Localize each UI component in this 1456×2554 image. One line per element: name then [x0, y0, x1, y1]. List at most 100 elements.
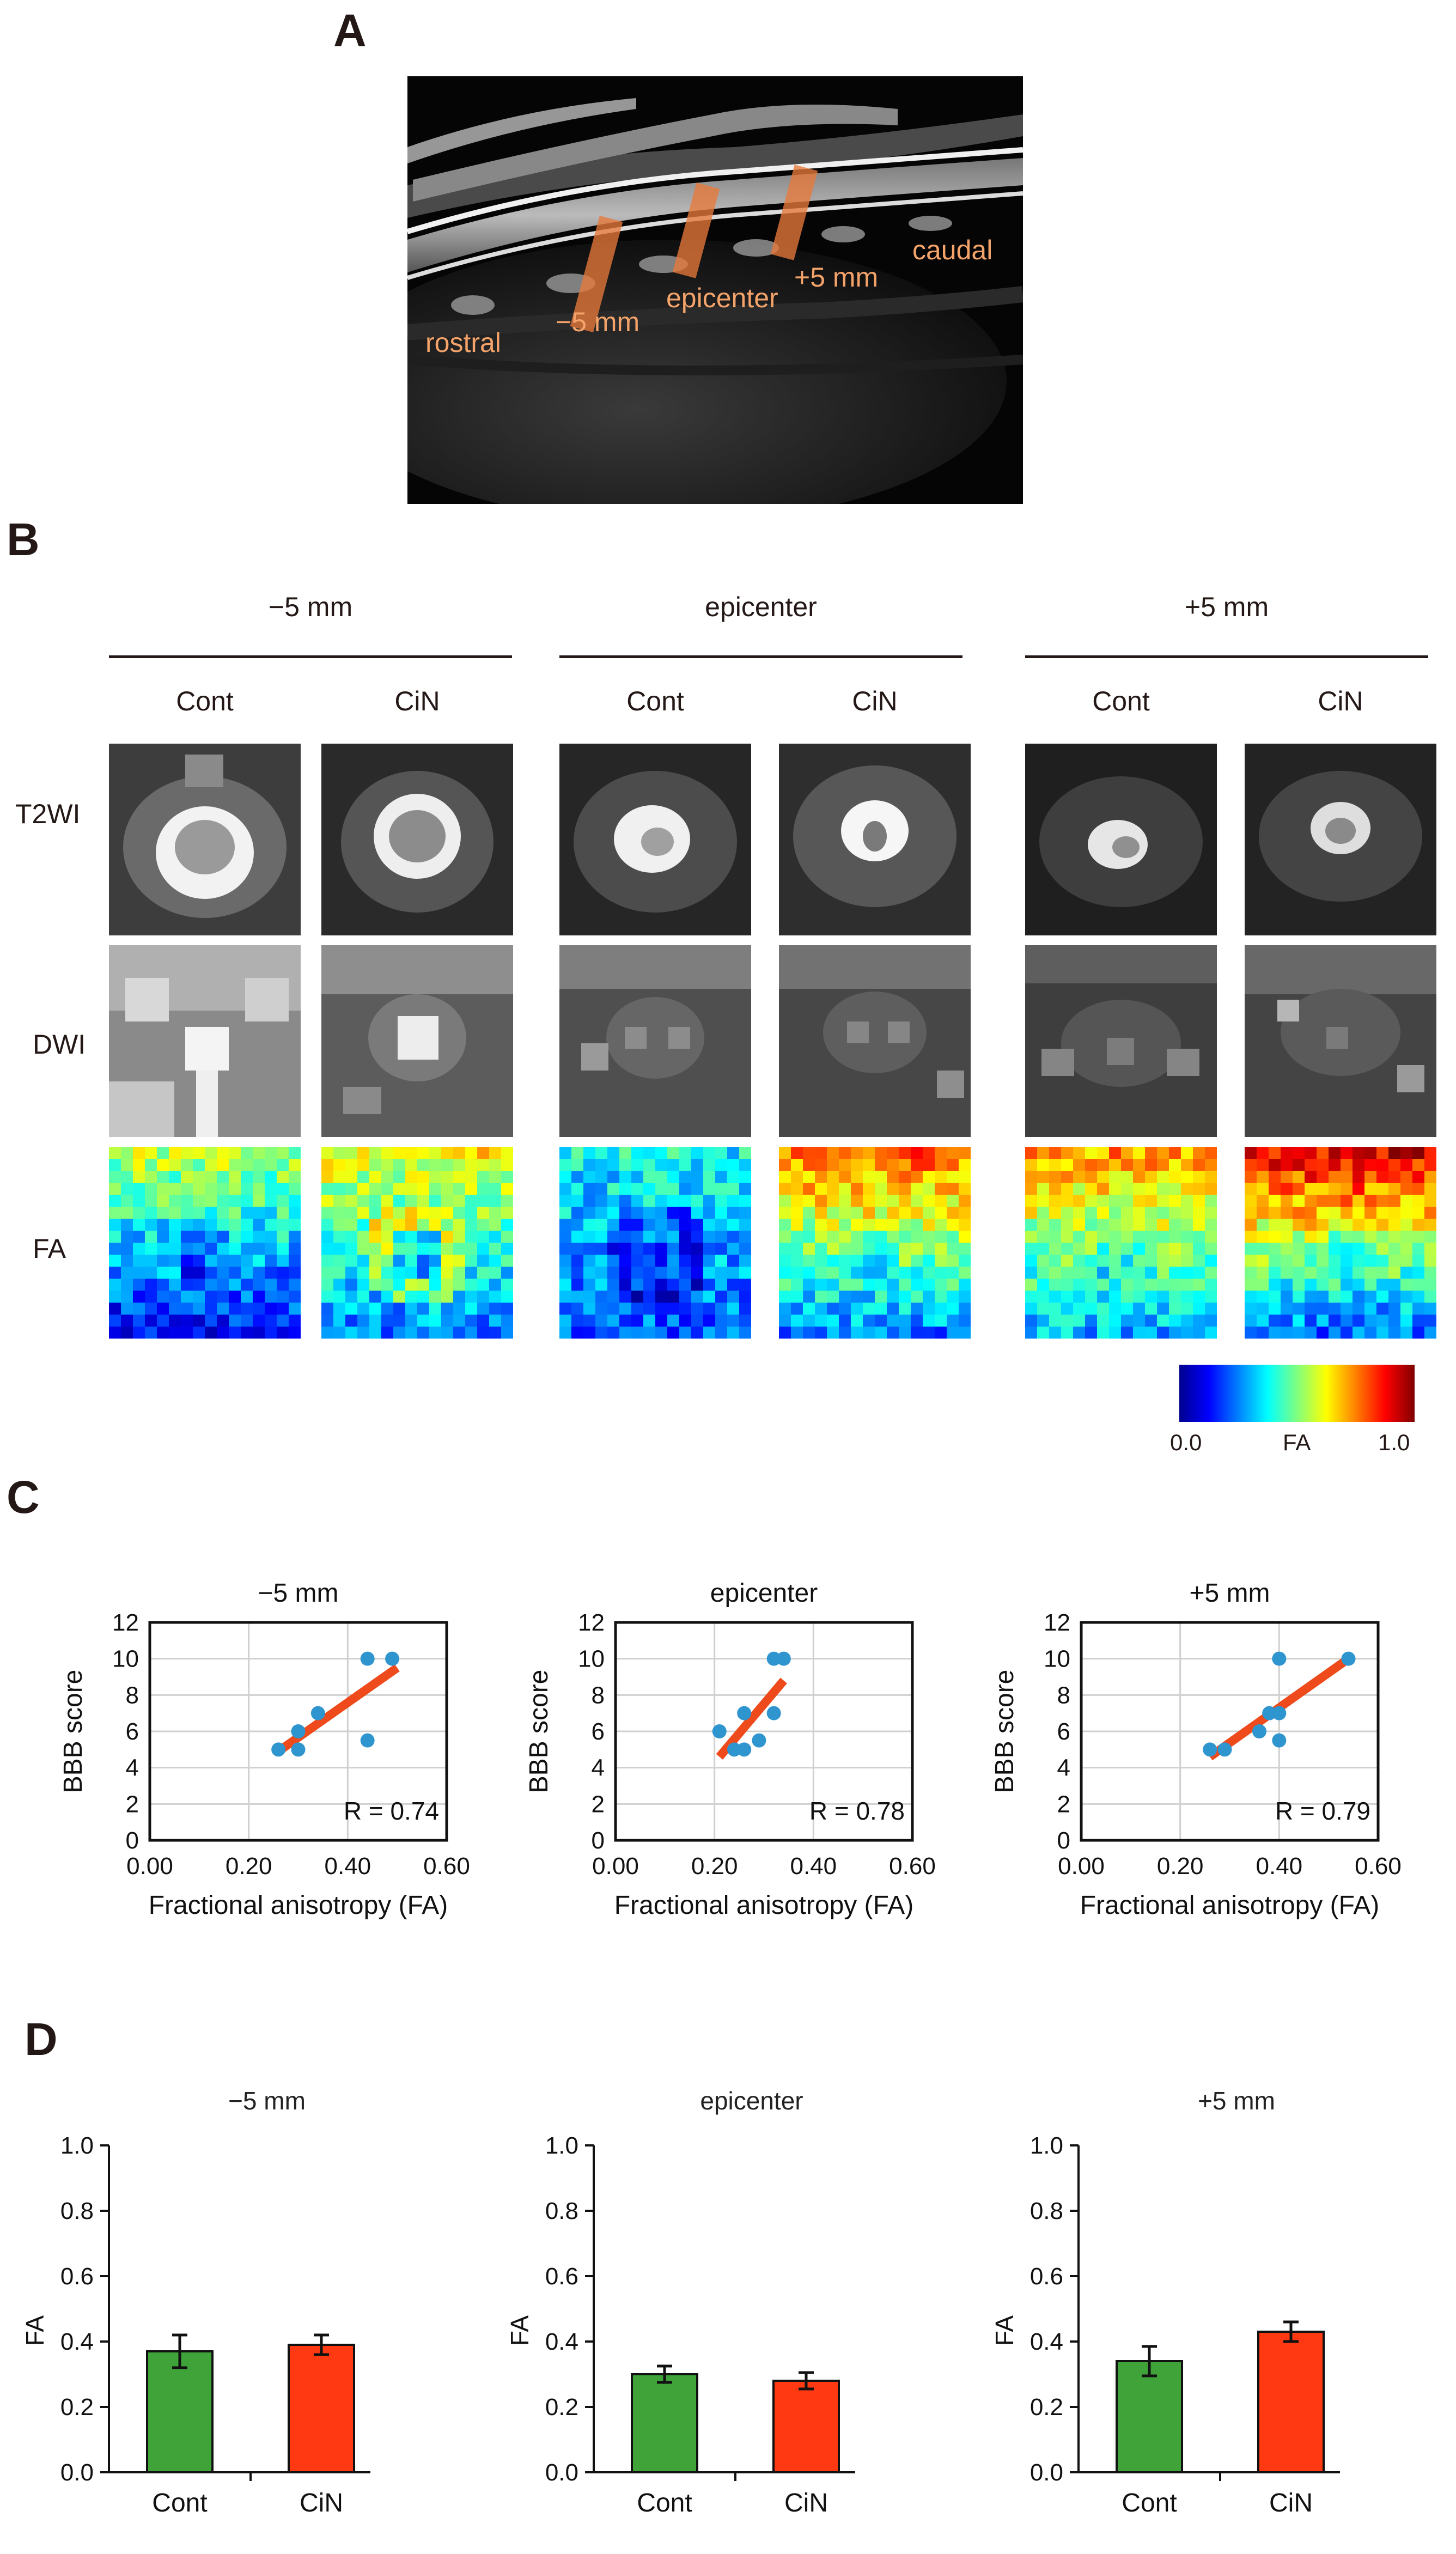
fa-map-cell	[619, 1315, 632, 1327]
fa-map-cell	[465, 1291, 478, 1303]
x-tick-label: 0.00	[126, 1853, 173, 1880]
fa-map-cell	[477, 1231, 490, 1243]
fa-map-cell	[121, 1267, 133, 1279]
y-tick-label: 8	[126, 1682, 139, 1708]
fa-map-cell	[501, 1291, 513, 1303]
fa-map-cell	[1317, 1171, 1329, 1183]
fa-map-cell	[643, 1267, 656, 1279]
fa-map-cell	[1049, 1303, 1062, 1315]
fa-map-cell	[827, 1279, 839, 1291]
fa-map-cell	[1257, 1219, 1269, 1231]
fa-map-cell	[1205, 1279, 1217, 1291]
fa-map-cell	[1341, 1195, 1353, 1207]
fa-map-cell	[1205, 1243, 1217, 1255]
fa-map-cell	[559, 1327, 572, 1339]
fa-map-cell	[595, 1147, 608, 1159]
fa-map-cell	[465, 1147, 478, 1159]
fa-map-cell	[289, 1315, 301, 1327]
fa-map-cell	[1257, 1171, 1269, 1183]
fa-map-cell	[1400, 1207, 1413, 1219]
fa-map-cell	[265, 1255, 277, 1267]
fa-map-cell	[1097, 1267, 1110, 1279]
fa-map-cell	[157, 1303, 169, 1315]
fa-map-cell	[333, 1147, 346, 1159]
fa-map-cell	[241, 1195, 253, 1207]
fa-map-cell	[1097, 1219, 1110, 1231]
fa-map-cell	[381, 1303, 394, 1315]
fa-map-cell	[571, 1303, 584, 1315]
fa-map-cell	[121, 1303, 133, 1315]
fa-map-cell	[679, 1207, 692, 1219]
fa-map-cell	[839, 1279, 851, 1291]
fa-map-cell	[655, 1243, 668, 1255]
fa-map-cell	[911, 1159, 923, 1171]
fa-map-cell	[1353, 1303, 1365, 1315]
y-tick-label: 1.0	[60, 2132, 94, 2159]
y-tick-label: 10	[578, 1646, 605, 1673]
fa-map-cell	[595, 1183, 608, 1195]
fa-map-cell	[1169, 1267, 1181, 1279]
fa-map-cell	[501, 1207, 513, 1219]
fa-map-cell	[277, 1171, 289, 1183]
fa-map-cell	[1305, 1231, 1317, 1243]
fa-map-cell	[1424, 1303, 1436, 1315]
fa-map-cell	[1085, 1159, 1098, 1171]
fa-map-cell	[947, 1207, 959, 1219]
fa-map-cell	[839, 1291, 851, 1303]
x-axis-title: Fractional anisotropy (FA)	[1080, 1891, 1380, 1920]
fa-map-cell	[619, 1255, 632, 1267]
fa-map-cell	[911, 1267, 923, 1279]
fa-map-cell	[923, 1303, 935, 1315]
fa-map-cell	[1305, 1303, 1317, 1315]
fa-map-cell	[1193, 1291, 1205, 1303]
fa-map-cell	[875, 1147, 887, 1159]
fa-map-cell	[1329, 1159, 1341, 1171]
fa-map-cell	[429, 1267, 442, 1279]
fa-map-cell	[1097, 1243, 1110, 1255]
fa-map-cell	[181, 1279, 193, 1291]
fa-map-cell	[181, 1207, 193, 1219]
fa-map-cell	[1157, 1291, 1169, 1303]
fa-map-cell	[691, 1267, 704, 1279]
fa-map-cell	[1073, 1279, 1086, 1291]
fa-map-cell	[145, 1207, 157, 1219]
fa-map-cell	[277, 1315, 289, 1327]
fa-map-cell	[851, 1171, 863, 1183]
fa-map-cell	[277, 1195, 289, 1207]
fa-map-cell	[1205, 1171, 1217, 1183]
fa-map-cell	[1388, 1231, 1401, 1243]
fa-map-cell	[1257, 1147, 1269, 1159]
fa-map-cell	[253, 1171, 265, 1183]
fa-map-cell	[393, 1207, 406, 1219]
fa-map-cell	[429, 1195, 442, 1207]
fa-map-cell	[803, 1279, 815, 1291]
fa-map-cell	[779, 1231, 791, 1243]
fa-map-cell	[595, 1243, 608, 1255]
fa-map-cell	[429, 1327, 442, 1339]
fa-map-cell	[911, 1183, 923, 1195]
fa-map-cell	[289, 1255, 301, 1267]
fa-map-cell	[1388, 1195, 1401, 1207]
fa-map-cell	[875, 1255, 887, 1267]
fa-map-cell	[667, 1195, 680, 1207]
fa-map-cell	[815, 1255, 827, 1267]
fa-map-cell	[667, 1267, 680, 1279]
fa-map-cell	[803, 1171, 815, 1183]
fa-map-cell	[1037, 1159, 1050, 1171]
fa-map-cell	[1376, 1315, 1389, 1327]
fa-map-cell	[887, 1267, 899, 1279]
group-rule-plus5	[1025, 655, 1428, 658]
fa-map-cell	[1121, 1303, 1134, 1315]
fa-map-cell	[875, 1291, 887, 1303]
fa-map-cell	[1121, 1267, 1134, 1279]
fa-map-cell	[1181, 1255, 1193, 1267]
fa-map-cell	[489, 1327, 502, 1339]
fa-map-cell	[899, 1207, 911, 1219]
x-axis-title: Fractional anisotropy (FA)	[149, 1891, 448, 1920]
fa-map-cell	[1169, 1279, 1181, 1291]
fa-map-cell	[959, 1267, 971, 1279]
fa-map-cell	[1061, 1267, 1074, 1279]
fa-map-cell	[1376, 1195, 1389, 1207]
fa-map-cell	[863, 1303, 875, 1315]
fa-map-cell	[1097, 1159, 1110, 1171]
